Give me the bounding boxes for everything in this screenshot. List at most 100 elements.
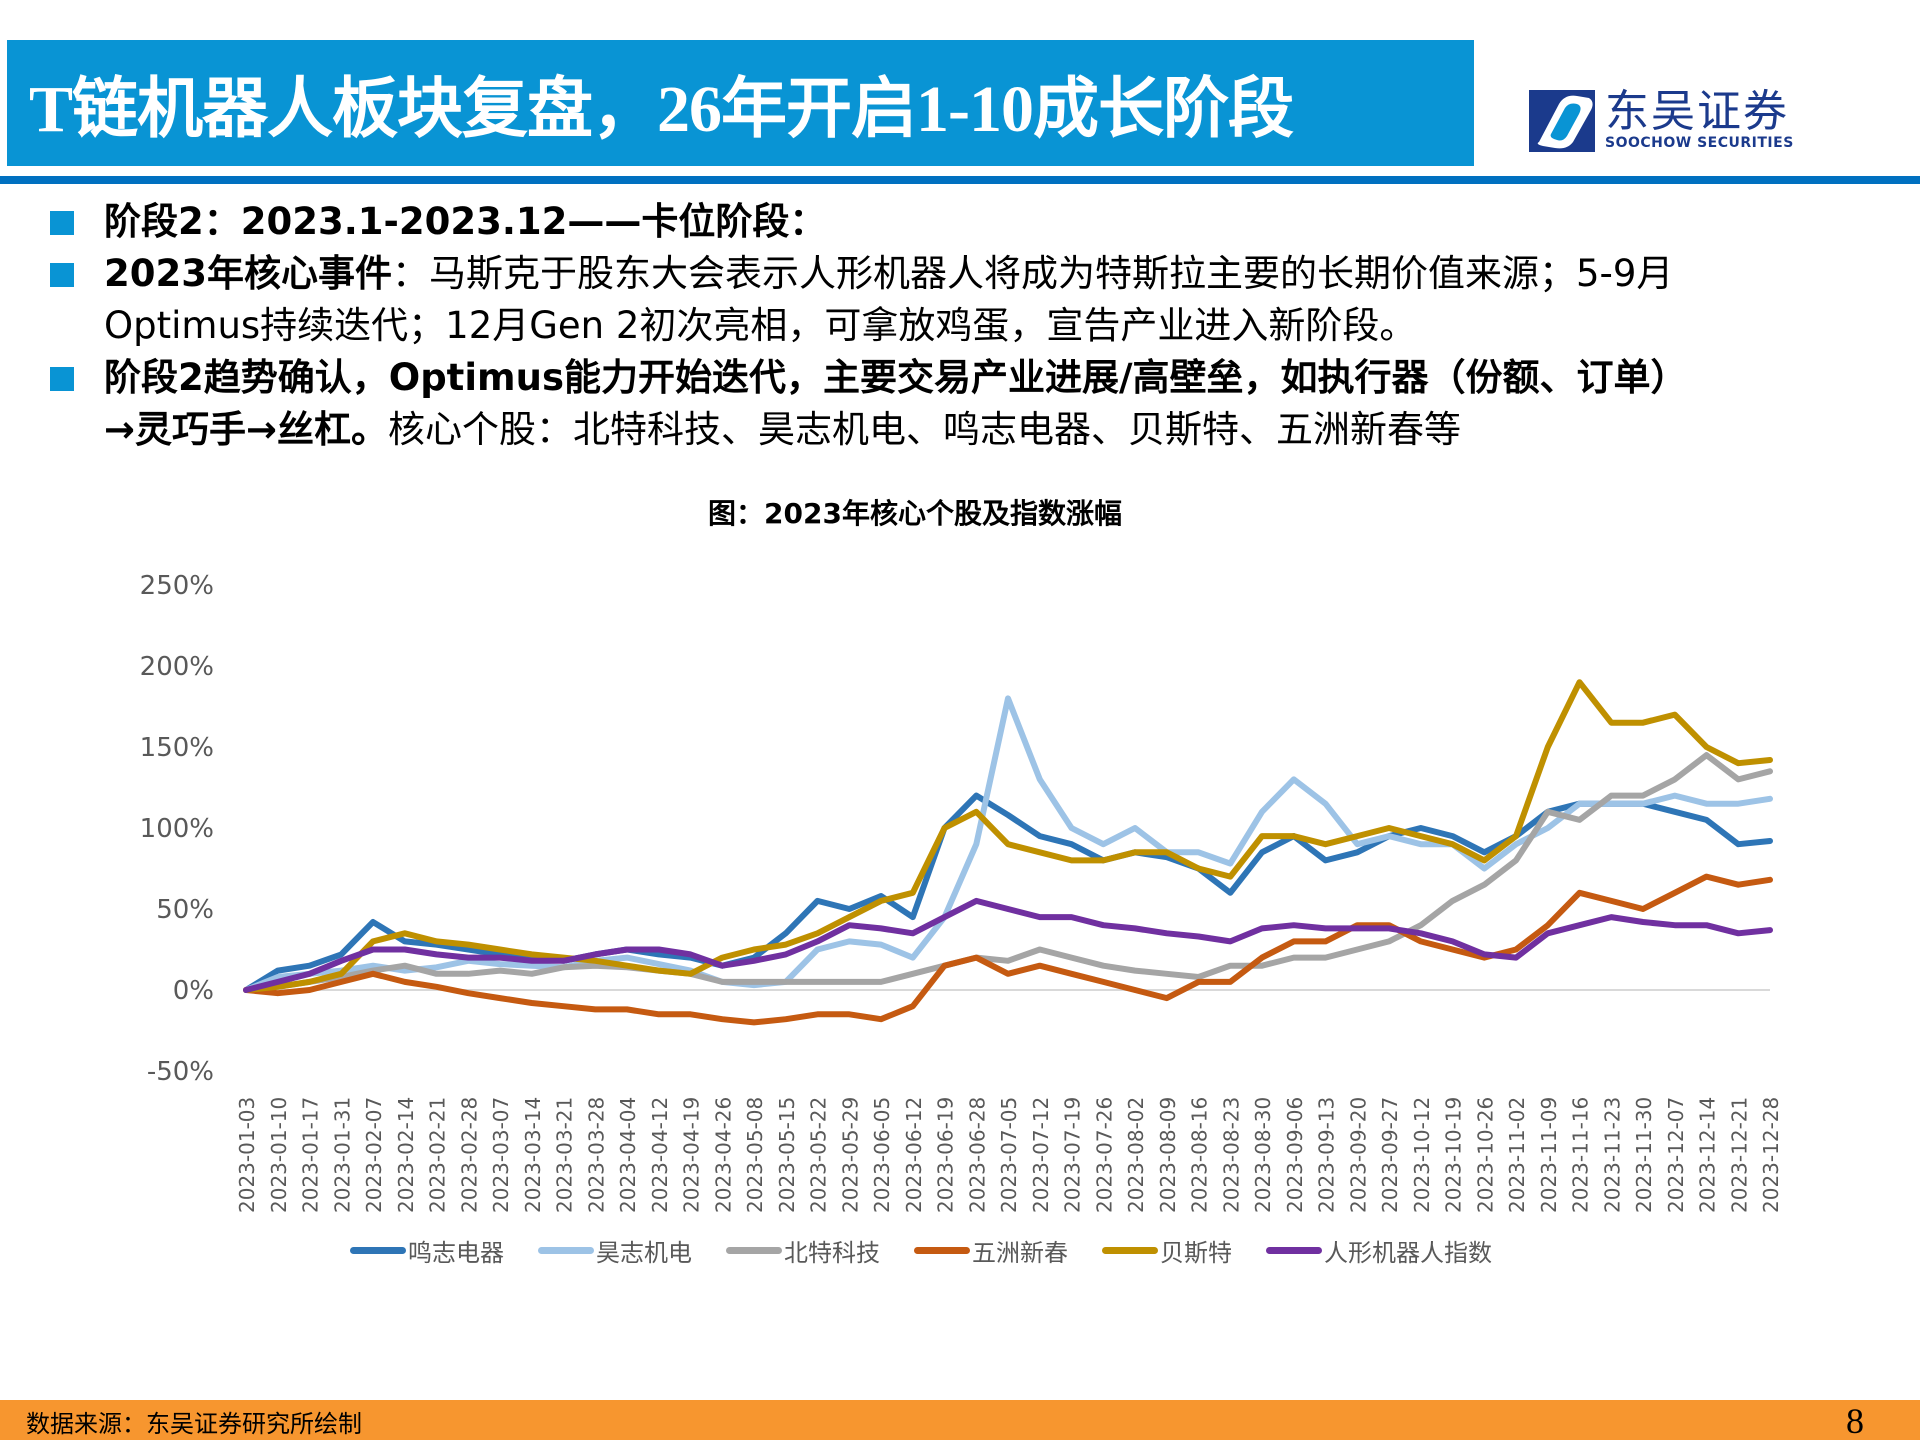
legend-swatch-icon bbox=[914, 1246, 970, 1254]
data-source-note: 数据来源：东吴证券研究所绘制 bbox=[26, 1410, 362, 1438]
chart-legend: 鸣志电器 昊志机电 北特科技 五洲新春 贝斯特 人形机器人指数 bbox=[350, 1232, 1492, 1268]
x-tick-label: 2023-08-23 bbox=[1219, 1097, 1243, 1213]
soochow-logo: 东吴证券 SOOCHOW SECURITIES bbox=[1529, 88, 1829, 154]
x-tick-label: 2023-01-03 bbox=[235, 1097, 259, 1213]
y-tick-label: 200% bbox=[140, 652, 214, 682]
bullet-text-line2: 核心个股：北特科技、昊志机电、鸣志电器、贝斯特、五洲新春等 bbox=[388, 408, 1462, 451]
x-tick-label: 2023-03-21 bbox=[553, 1097, 577, 1213]
y-tick-label: 250% bbox=[140, 571, 214, 601]
x-tick-label: 2023-05-22 bbox=[807, 1097, 831, 1213]
legend-swatch-icon bbox=[1266, 1246, 1322, 1254]
legend-item: 贝斯特 bbox=[1102, 1233, 1232, 1268]
footer-bar: 数据来源：东吴证券研究所绘制 8 bbox=[0, 1400, 1920, 1441]
x-tick-label: 2023-10-19 bbox=[1442, 1097, 1466, 1213]
bullet-bold-text: 阶段2：2023.1-2023.12——卡位阶段： bbox=[104, 200, 827, 243]
legend-label: 人形机器人指数 bbox=[1324, 1238, 1492, 1267]
y-tick-label: 150% bbox=[140, 733, 214, 763]
page-number: 8 bbox=[1846, 1401, 1864, 1441]
x-tick-label: 2023-05-15 bbox=[775, 1097, 799, 1213]
bullet-list: 阶段2：2023.1-2023.12——卡位阶段： 2023年核心事件：马斯克于… bbox=[46, 196, 1906, 456]
legend-item: 昊志机电 bbox=[538, 1233, 692, 1268]
title-banner: T链机器人板块复盘，26年开启1-10成长阶段 bbox=[7, 40, 1474, 166]
legend-label: 鸣志电器 bbox=[408, 1238, 504, 1267]
x-tick-label: 2023-05-29 bbox=[838, 1097, 862, 1213]
bullet-text: ：马斯克于股东大会表示人形机器人将成为特斯拉主要的长期价值来源；5-9月 bbox=[391, 252, 1674, 295]
x-tick-label: 2023-09-20 bbox=[1346, 1097, 1370, 1213]
x-tick-label: 2023-04-19 bbox=[680, 1097, 704, 1213]
x-tick-label: 2023-09-13 bbox=[1315, 1097, 1339, 1213]
x-tick-label: 2023-06-05 bbox=[870, 1097, 894, 1213]
x-tick-label: 2023-04-04 bbox=[616, 1097, 640, 1213]
header-divider bbox=[0, 176, 1920, 184]
x-tick-label: 2023-10-12 bbox=[1410, 1097, 1434, 1213]
x-tick-label: 2023-07-26 bbox=[1092, 1097, 1116, 1213]
x-tick-label: 2023-07-12 bbox=[1029, 1097, 1053, 1213]
x-tick-label: 2023-06-19 bbox=[934, 1097, 958, 1213]
x-tick-label: 2023-11-02 bbox=[1505, 1097, 1529, 1213]
bullet-bold-text: 阶段2趋势确认，Optimus能力开始迭代，主要交易产业进展/高壁垒，如执行器（… bbox=[104, 356, 1688, 399]
x-tick-label: 2023-01-31 bbox=[330, 1097, 354, 1213]
series-line bbox=[243, 752, 1773, 993]
x-tick-label: 2023-09-06 bbox=[1283, 1097, 1307, 1213]
x-tick-label: 2023-09-27 bbox=[1378, 1097, 1402, 1213]
square-bullet-icon bbox=[50, 367, 74, 391]
x-tick-label: 2023-12-28 bbox=[1759, 1097, 1783, 1213]
soochow-logo-icon bbox=[1529, 90, 1595, 152]
legend-item: 鸣志电器 bbox=[350, 1233, 504, 1268]
legend-label: 五洲新春 bbox=[972, 1238, 1068, 1267]
legend-swatch-icon bbox=[726, 1246, 782, 1254]
x-tick-label: 2023-12-07 bbox=[1664, 1097, 1688, 1213]
x-tick-label: 2023-03-07 bbox=[489, 1097, 513, 1213]
legend-label: 贝斯特 bbox=[1160, 1238, 1232, 1267]
x-tick-label: 2023-12-14 bbox=[1696, 1097, 1720, 1213]
x-tick-label: 2023-08-30 bbox=[1251, 1097, 1275, 1213]
x-tick-label: 2023-04-12 bbox=[648, 1097, 672, 1213]
square-bullet-icon bbox=[50, 263, 74, 287]
x-tick-label: 2023-03-28 bbox=[584, 1097, 608, 1213]
legend-item: 五洲新春 bbox=[914, 1233, 1068, 1268]
x-tick-label: 2023-07-05 bbox=[997, 1097, 1021, 1213]
series-line bbox=[243, 897, 1773, 993]
legend-item: 人形机器人指数 bbox=[1266, 1233, 1492, 1268]
x-tick-label: 2023-08-02 bbox=[1124, 1097, 1148, 1213]
x-tick-label: 2023-01-10 bbox=[267, 1097, 291, 1213]
series-line bbox=[243, 695, 1773, 993]
y-tick-label: -50% bbox=[147, 1057, 214, 1087]
series-line bbox=[243, 873, 1773, 1026]
x-tick-label: 2023-03-14 bbox=[521, 1097, 545, 1213]
x-tick-label: 2023-04-26 bbox=[711, 1097, 735, 1213]
x-tick-label: 2023-07-19 bbox=[1061, 1097, 1085, 1213]
x-tick-label: 2023-06-12 bbox=[902, 1097, 926, 1213]
series-line bbox=[243, 679, 1773, 993]
legend-swatch-icon bbox=[350, 1246, 406, 1254]
y-tick-label: 100% bbox=[140, 814, 214, 844]
x-tick-label: 2023-01-17 bbox=[299, 1097, 323, 1213]
square-bullet-icon bbox=[50, 211, 74, 235]
x-tick-label: 2023-12-21 bbox=[1727, 1097, 1751, 1213]
x-tick-label: 2023-11-16 bbox=[1569, 1097, 1593, 1213]
x-tick-label: 2023-08-16 bbox=[1188, 1097, 1212, 1213]
bullet-text-line2: Optimus持续迭代；12月Gen 2初次亮相，可拿放鸡蛋，宣告产业进入新阶段… bbox=[104, 304, 1417, 347]
legend-swatch-icon bbox=[538, 1246, 594, 1254]
x-tick-label: 2023-02-07 bbox=[362, 1097, 386, 1213]
bullet-item: 阶段2趋势确认，Optimus能力开始迭代，主要交易产业进展/高壁垒，如执行器（… bbox=[46, 352, 1906, 456]
bullet-item: 2023年核心事件：马斯克于股东大会表示人形机器人将成为特斯拉主要的长期价值来源… bbox=[46, 248, 1906, 352]
x-tick-label: 2023-10-26 bbox=[1473, 1097, 1497, 1213]
y-tick-label: 50% bbox=[156, 895, 214, 925]
bullet-item: 阶段2：2023.1-2023.12——卡位阶段： bbox=[46, 196, 1906, 248]
x-tick-label: 2023-05-08 bbox=[743, 1097, 767, 1213]
y-tick-label: 0% bbox=[173, 976, 214, 1006]
line-chart: -50% 0% 50% 100% 150% 200% 250% 2023-01-03 2023-… bbox=[140, 571, 1783, 1213]
x-tick-label: 2023-11-30 bbox=[1632, 1097, 1656, 1213]
x-tick-label: 2023-06-28 bbox=[965, 1097, 989, 1213]
bullet-bold-text: 2023年核心事件 bbox=[104, 252, 392, 295]
logo-english-name: SOOCHOW SECURITIES bbox=[1605, 135, 1794, 151]
legend-label: 昊志机电 bbox=[596, 1238, 692, 1267]
page-title: T链机器人板块复盘，26年开启1-10成长阶段 bbox=[29, 73, 1294, 146]
x-tick-label: 2023-02-28 bbox=[457, 1097, 481, 1213]
legend-swatch-icon bbox=[1102, 1246, 1158, 1254]
x-tick-label: 2023-11-09 bbox=[1537, 1097, 1561, 1213]
x-tick-label: 2023-08-09 bbox=[1156, 1097, 1180, 1213]
legend-item: 北特科技 bbox=[726, 1233, 880, 1268]
chart-title: 图：2023年核心个股及指数涨幅 bbox=[708, 497, 1122, 530]
